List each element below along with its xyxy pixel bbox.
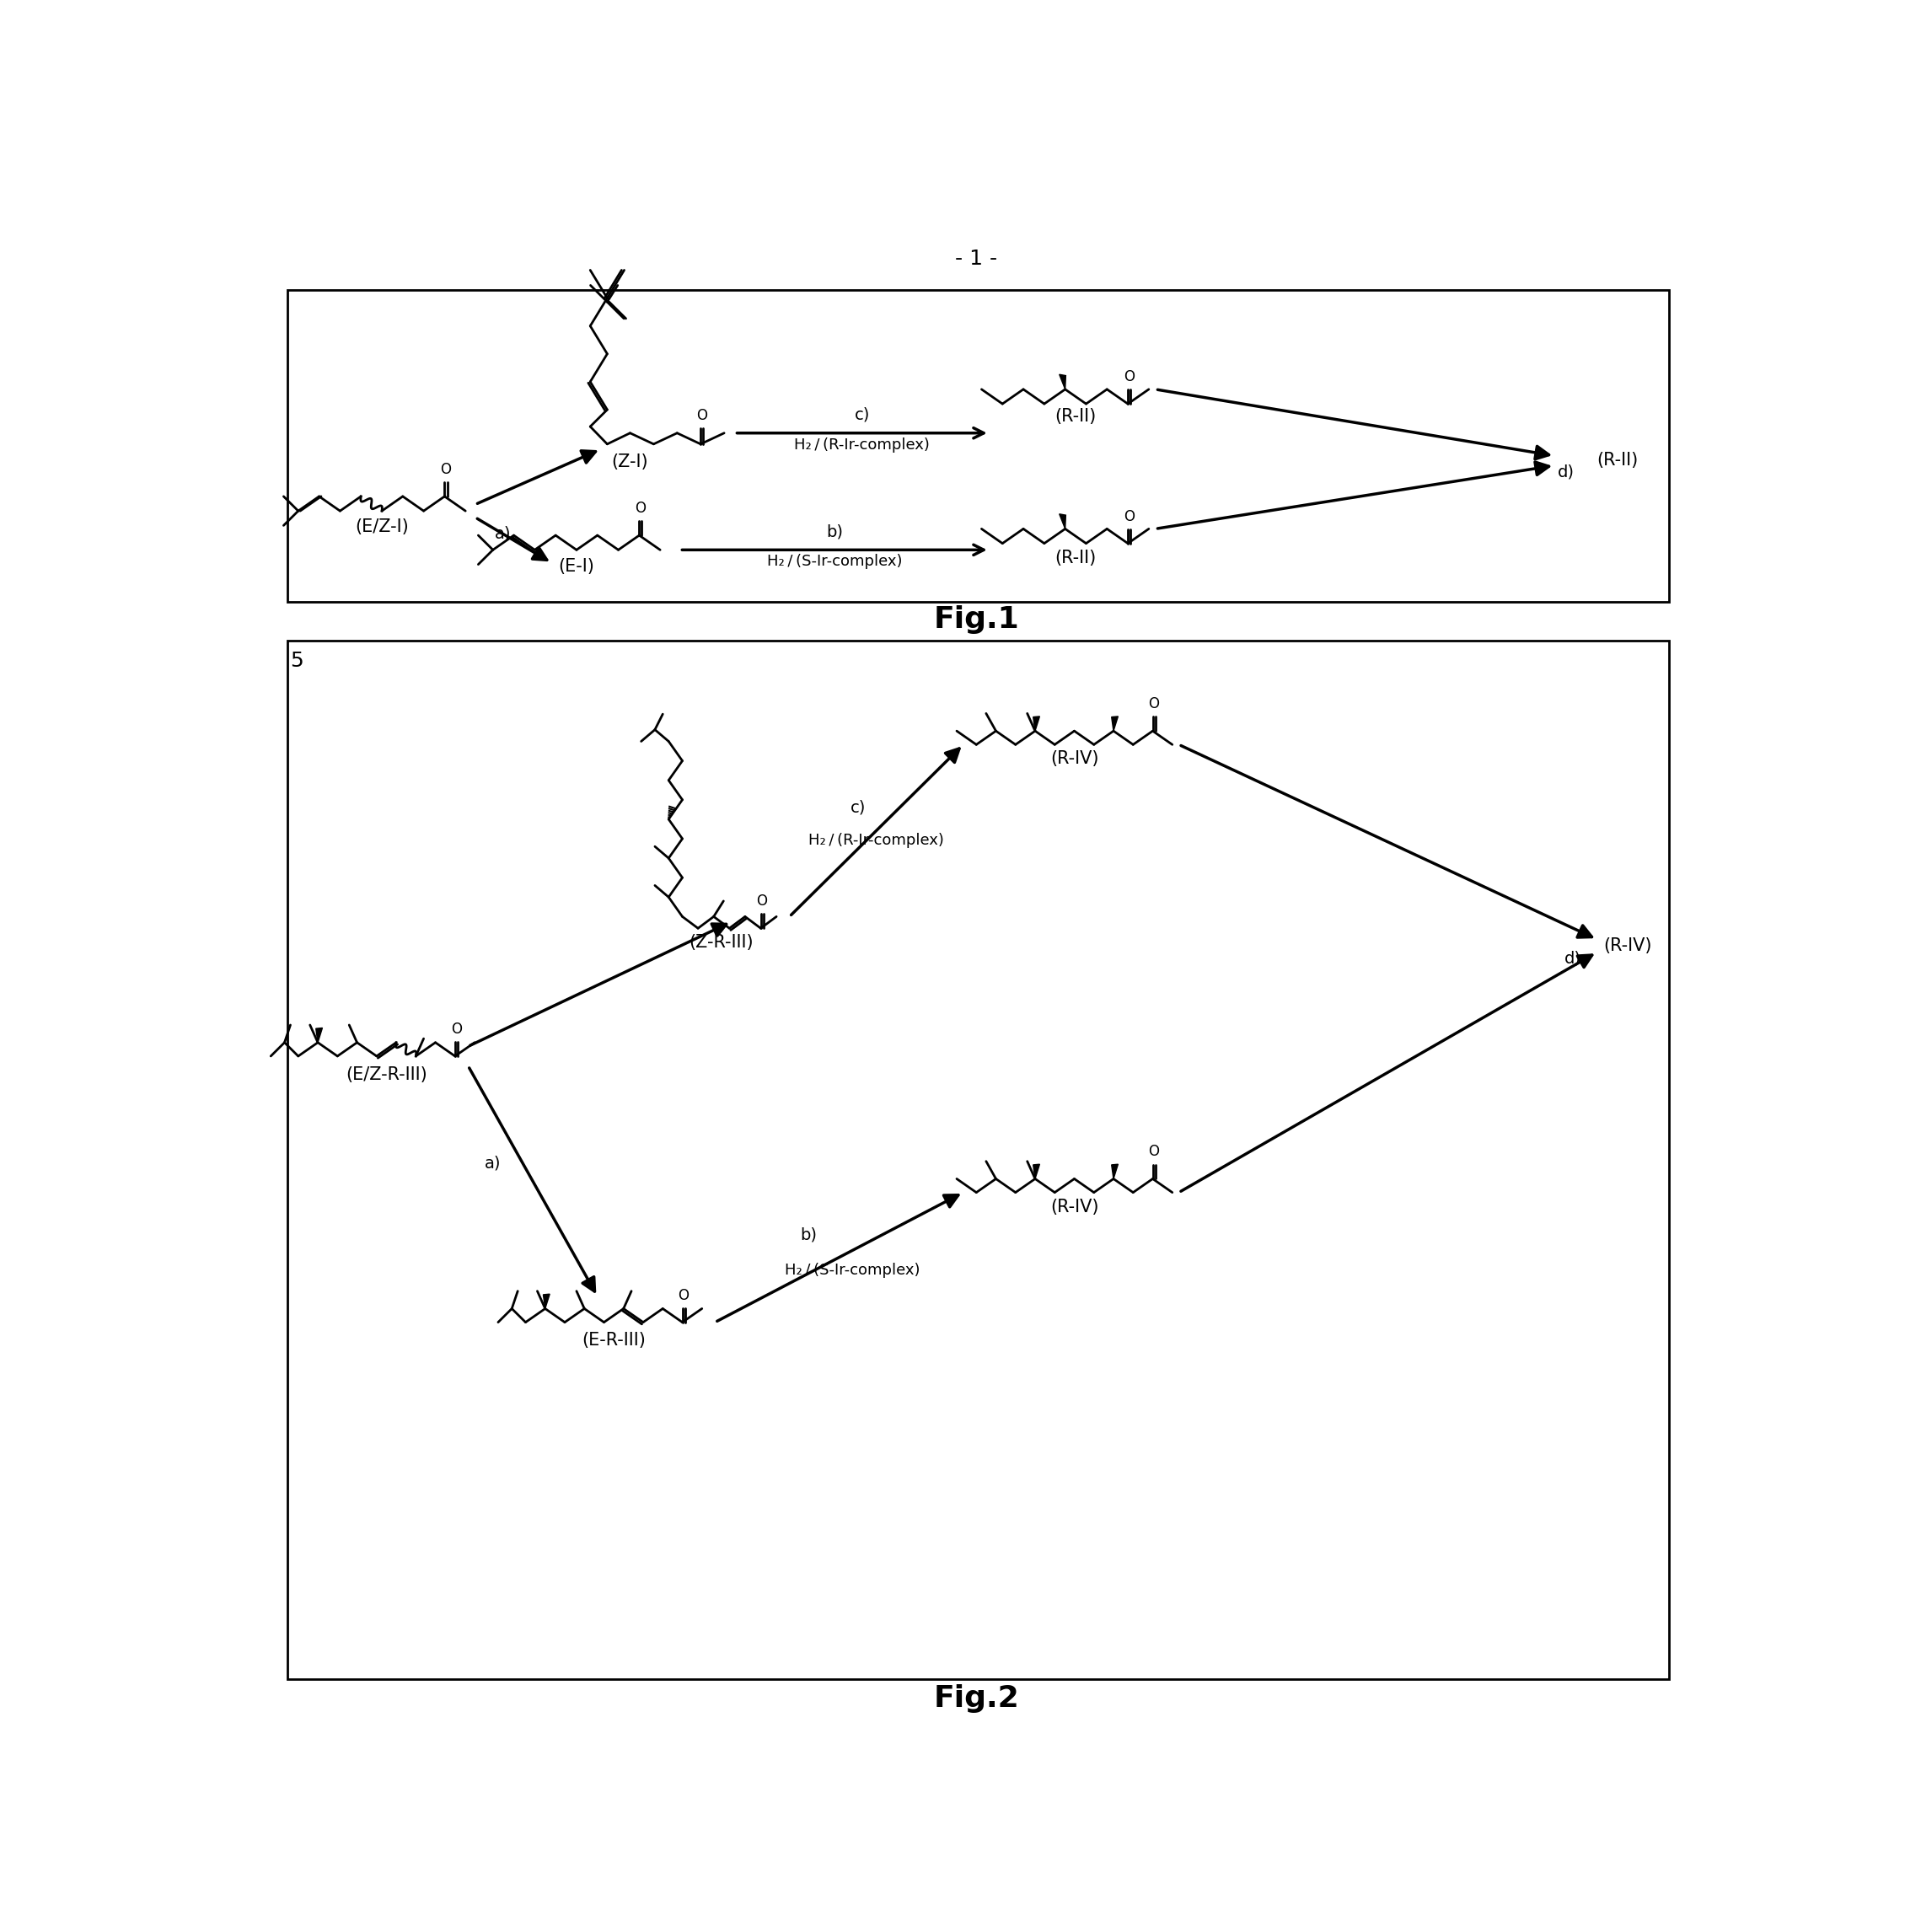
Text: O: O	[1124, 369, 1135, 384]
Text: O: O	[756, 895, 768, 908]
Text: (R-II): (R-II)	[1596, 452, 1638, 469]
Polygon shape	[1059, 375, 1065, 390]
Text: a): a)	[495, 526, 511, 541]
Text: d): d)	[1564, 951, 1581, 966]
Text: H₂ / (R-Ir-complex): H₂ / (R-Ir-complex)	[794, 437, 930, 452]
Text: O: O	[697, 408, 707, 423]
Text: H₂ / (S-Ir-complex): H₂ / (S-Ir-complex)	[768, 554, 903, 570]
Text: Fig.2: Fig.2	[933, 1685, 1019, 1714]
Text: (E/Z-R-III): (E/Z-R-III)	[345, 1066, 427, 1082]
Text: O: O	[634, 500, 646, 516]
Text: O: O	[1149, 1144, 1160, 1159]
Text: d): d)	[1558, 464, 1575, 479]
Text: O: O	[678, 1287, 690, 1302]
Polygon shape	[1111, 1165, 1118, 1179]
Text: b): b)	[827, 524, 844, 539]
Text: O: O	[440, 462, 451, 477]
Text: O: O	[1124, 508, 1135, 524]
Text: (E-R-III): (E-R-III)	[581, 1331, 646, 1349]
Polygon shape	[543, 1294, 551, 1308]
Text: H₂ / (S-Ir-complex): H₂ / (S-Ir-complex)	[785, 1264, 920, 1277]
Polygon shape	[1033, 717, 1040, 730]
Text: Fig.1: Fig.1	[933, 605, 1019, 634]
Text: 5: 5	[290, 651, 303, 670]
Text: (R-IV): (R-IV)	[1050, 750, 1099, 767]
Bar	[288, 290, 1669, 601]
Text: (E/Z-I): (E/Z-I)	[354, 518, 410, 535]
Text: a): a)	[484, 1155, 501, 1171]
Text: (R-IV): (R-IV)	[1050, 1198, 1099, 1215]
Bar	[288, 641, 1669, 1679]
Text: O: O	[451, 1022, 461, 1037]
Text: c): c)	[850, 800, 865, 815]
Text: (E-I): (E-I)	[558, 558, 594, 574]
Text: c): c)	[853, 408, 871, 423]
Text: (Z-I): (Z-I)	[612, 454, 648, 471]
Polygon shape	[1111, 717, 1118, 730]
Polygon shape	[1033, 1165, 1040, 1179]
Text: (Z-R-III): (Z-R-III)	[690, 935, 754, 951]
Text: (R-IV): (R-IV)	[1604, 937, 1652, 954]
Text: b): b)	[800, 1227, 817, 1242]
Text: (R-II): (R-II)	[1055, 549, 1097, 566]
Polygon shape	[1059, 514, 1065, 529]
Text: H₂ / (R-Ir-complex): H₂ / (R-Ir-complex)	[808, 833, 945, 848]
Text: (R-II): (R-II)	[1055, 408, 1097, 425]
Polygon shape	[316, 1028, 322, 1043]
Text: - 1 -: - 1 -	[954, 249, 998, 269]
Text: O: O	[1149, 696, 1160, 711]
